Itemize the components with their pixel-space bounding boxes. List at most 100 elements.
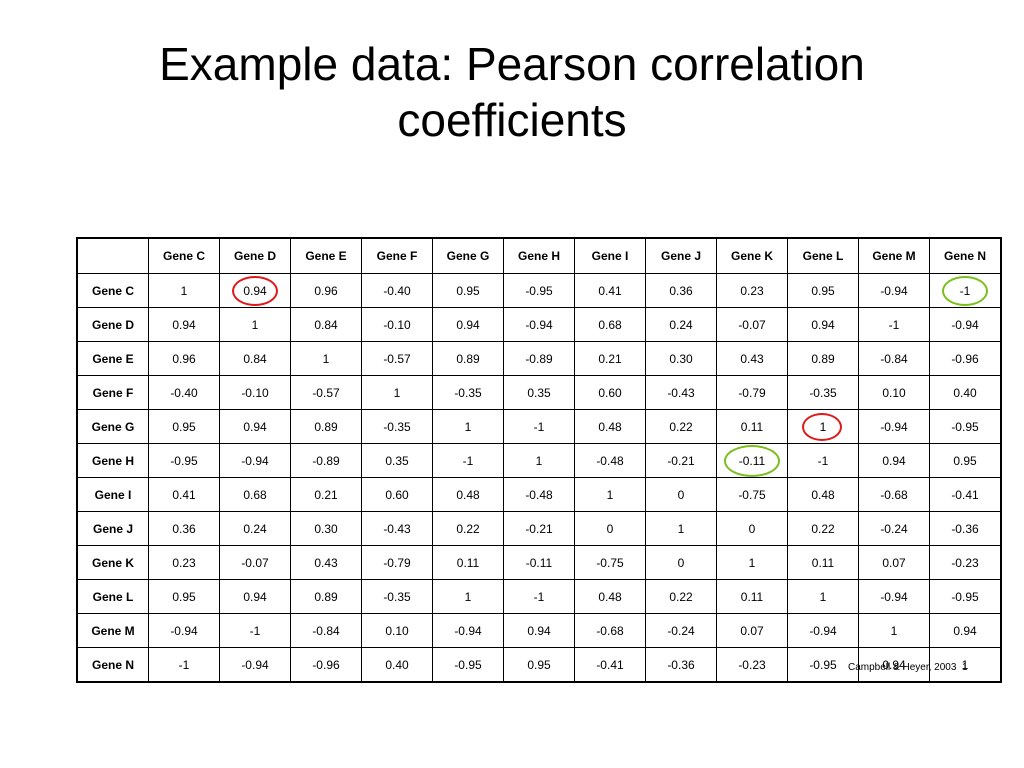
correlation-cell: -0.95 <box>503 273 575 308</box>
correlation-cell: -0.43 <box>645 375 717 410</box>
correlation-value: -0.11 <box>525 555 553 570</box>
correlation-cell: 0.94 <box>432 307 504 342</box>
correlation-cell: -0.84 <box>290 613 362 648</box>
correlation-value: 0.94 <box>172 317 196 332</box>
correlation-value: -0.35 <box>383 589 411 604</box>
row-header: Gene L <box>76 579 149 614</box>
correlation-cell: -0.94 <box>787 613 859 648</box>
correlation-cell: 0.94 <box>858 647 930 683</box>
correlation-value: 1 <box>464 589 472 604</box>
correlation-value: -0.35 <box>383 419 411 434</box>
correlation-value: 0.95 <box>172 419 196 434</box>
correlation-cell: -0.21 <box>503 511 575 546</box>
correlation-cell: -0.94 <box>219 647 291 683</box>
correlation-cell: -1 <box>929 273 1002 308</box>
correlation-cell: -0.84 <box>858 341 930 376</box>
correlation-cell: 0.96 <box>290 273 362 308</box>
correlation-cell: 0.95 <box>148 579 220 614</box>
correlation-cell: 0 <box>716 511 788 546</box>
correlation-cell: 1 <box>219 307 291 342</box>
table-row: Gene N -1 -0.94 -0.96 0.40 -0.95 0.95 -0.41 -0.3… <box>76 647 1002 683</box>
correlation-value: -0.41 <box>596 657 624 672</box>
correlation-cell: 0.11 <box>716 409 788 444</box>
correlation-value: 0.43 <box>740 351 764 366</box>
column-header: Gene N <box>929 237 1002 274</box>
column-header: Gene E <box>290 237 362 274</box>
correlation-cell: 0.24 <box>645 307 717 342</box>
correlation-cell: 0.94 <box>929 613 1002 648</box>
correlation-value: -0.21 <box>667 453 695 468</box>
correlation-value: 0.07 <box>740 623 764 638</box>
citation-text: Campbell & Heyer, 2003 <box>848 662 957 673</box>
correlation-value: -0.95 <box>951 589 979 604</box>
correlation-cell: 0.43 <box>716 341 788 376</box>
correlation-value: -0.10 <box>383 317 411 332</box>
correlation-cell: 0.48 <box>574 579 646 614</box>
correlation-cell: 0.94 <box>787 307 859 342</box>
correlation-cell: -0.36 <box>645 647 717 683</box>
table-row: Gene M -0.94 -1 -0.84 0.10 -0.94 0.94 -0.68 -0.2… <box>76 613 1002 648</box>
correlation-cell: 0.22 <box>432 511 504 546</box>
correlation-cell: -0.95 <box>929 579 1002 614</box>
column-header: Gene F <box>361 237 433 274</box>
correlation-cell: -0.94 <box>858 409 930 444</box>
correlation-value: -0.24 <box>880 521 908 536</box>
correlation-cell: -0.23 <box>716 647 788 683</box>
correlation-value: 0 <box>606 521 614 536</box>
correlation-cell: -0.21 <box>645 443 717 478</box>
correlation-cell: 0.22 <box>645 579 717 614</box>
correlation-cell: 0.30 <box>290 511 362 546</box>
correlation-value: 0.96 <box>314 283 338 298</box>
correlation-value: -0.07 <box>241 555 269 570</box>
correlation-cell: 0.94 <box>858 443 930 478</box>
correlation-cell: -0.95 <box>148 443 220 478</box>
correlation-value: 0.24 <box>669 317 693 332</box>
correlation-cell: -0.89 <box>290 443 362 478</box>
correlation-value: 0.23 <box>740 283 764 298</box>
correlation-value: 0.94 <box>811 317 835 332</box>
correlation-value: -0.94 <box>880 283 908 298</box>
slide-title-line-2: coefficients <box>397 94 627 146</box>
correlation-value: 0.48 <box>811 487 835 502</box>
row-header: Gene F <box>76 375 149 410</box>
correlation-value: -0.35 <box>454 385 482 400</box>
correlation-value: -0.36 <box>951 521 979 536</box>
correlation-value: -0.94 <box>454 623 482 638</box>
correlation-value: -1 <box>462 453 474 468</box>
row-header: Gene K <box>76 545 149 580</box>
correlation-cell: 0.10 <box>858 375 930 410</box>
correlation-value: -0.48 <box>525 487 553 502</box>
correlation-value: -0.07 <box>738 317 766 332</box>
correlation-cell: -0.89 <box>503 341 575 376</box>
correlation-cell: 0.89 <box>290 409 362 444</box>
correlation-value: -0.79 <box>383 555 411 570</box>
correlation-cell: 0.89 <box>787 341 859 376</box>
correlation-value: 0.40 <box>385 657 409 672</box>
correlation-value: 1 <box>464 419 472 434</box>
correlation-value: 0.94 <box>953 623 977 638</box>
correlation-value: -1 <box>817 453 829 468</box>
column-header: Gene D <box>219 237 291 274</box>
correlation-cell: -0.07 <box>219 545 291 580</box>
correlation-value: -0.94 <box>951 317 979 332</box>
correlation-value: -0.96 <box>312 657 340 672</box>
table-row: Gene L 0.95 0.94 0.89 -0.35 1 -1 0.48 0.22 0.11 1 -… <box>76 579 1002 614</box>
table-row: Gene E 0.96 0.84 1 -0.57 0.89 -0.89 0.21 0.30 0.4… <box>76 341 1002 376</box>
correlation-cell: 1 <box>716 545 788 580</box>
correlation-value: -0.75 <box>596 555 624 570</box>
slide-title-line-1: Example data: Pearson correlation <box>159 38 865 90</box>
correlation-value: 1 <box>961 657 969 672</box>
correlation-value: 0.48 <box>456 487 480 502</box>
correlation-value: -0.36 <box>667 657 695 672</box>
correlation-cell: -0.95 <box>432 647 504 683</box>
correlation-cell: 0.40 <box>361 647 433 683</box>
correlation-cell: -0.48 <box>503 477 575 512</box>
correlation-value: -0.94 <box>809 623 837 638</box>
correlation-value: 1 <box>251 317 259 332</box>
row-header: Gene G <box>76 409 149 444</box>
correlation-cell: 0.60 <box>361 477 433 512</box>
correlation-value: -0.84 <box>880 351 908 366</box>
column-header: Gene L <box>787 237 859 274</box>
correlation-cell: 0.60 <box>574 375 646 410</box>
correlation-cell: -0.79 <box>716 375 788 410</box>
